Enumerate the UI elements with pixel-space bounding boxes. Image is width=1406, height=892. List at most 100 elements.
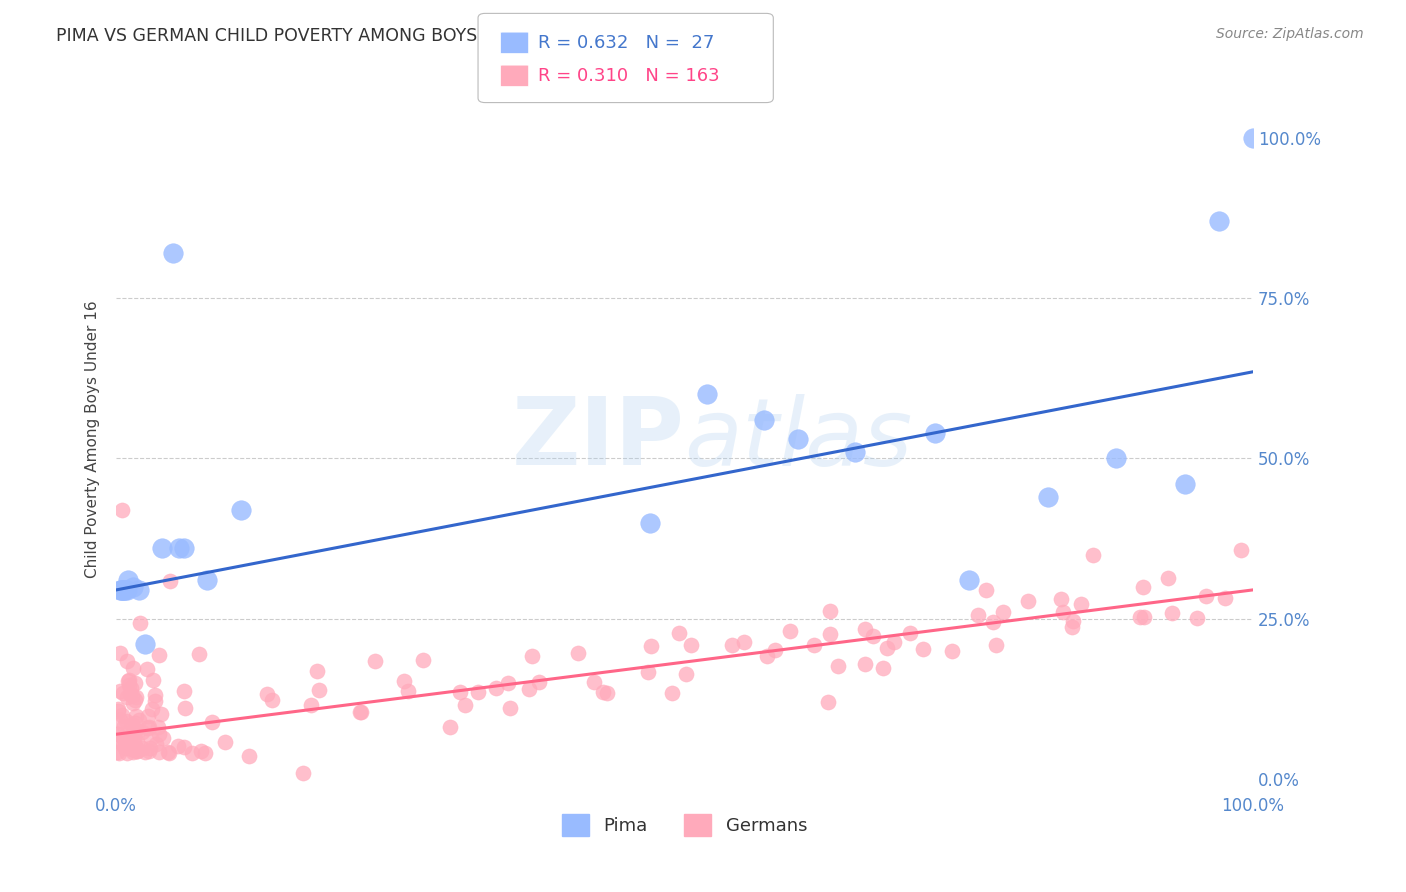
Germans [112, 686, 135, 700]
Pima [1241, 130, 1264, 145]
Text: R = 0.310   N = 163: R = 0.310 N = 163 [538, 67, 720, 85]
Germans [111, 502, 134, 516]
Germans [392, 673, 415, 688]
Germans [876, 641, 898, 656]
Germans [567, 646, 589, 660]
Germans [159, 574, 181, 588]
Germans [148, 648, 170, 662]
Germans [763, 643, 786, 657]
Germans [1129, 610, 1152, 624]
Germans [110, 714, 132, 728]
Germans [779, 624, 801, 638]
Germans [292, 765, 315, 780]
Germans [136, 721, 159, 735]
Germans [122, 739, 145, 754]
Pima [752, 413, 775, 427]
Germans [111, 738, 134, 752]
Germans [1213, 591, 1236, 606]
Pima [134, 637, 156, 651]
Germans [107, 702, 129, 716]
Germans [364, 654, 387, 668]
Germans [121, 740, 143, 755]
Germans [121, 688, 143, 702]
Germans [596, 686, 619, 700]
Germans [496, 676, 519, 690]
Germans [1017, 594, 1039, 608]
Germans [141, 701, 163, 715]
Germans [640, 639, 662, 653]
Germans [820, 604, 842, 618]
Germans [527, 675, 550, 690]
Germans [817, 695, 839, 709]
Germans [299, 698, 322, 713]
Pima [231, 502, 253, 516]
Germans [755, 649, 778, 664]
Germans [115, 727, 138, 741]
Germans [190, 744, 212, 758]
Germans [1161, 606, 1184, 620]
Germans [128, 714, 150, 728]
Germans [194, 746, 217, 760]
Germans [439, 720, 461, 734]
Germans [157, 746, 180, 760]
Germans [1132, 609, 1154, 624]
Germans [349, 705, 371, 719]
Germans [152, 731, 174, 745]
Pima [128, 582, 150, 597]
Germans [127, 723, 149, 738]
Germans [122, 741, 145, 756]
Germans [173, 684, 195, 698]
Pima [122, 580, 145, 594]
Germans [110, 683, 132, 698]
Germans [520, 649, 543, 664]
Germans [862, 629, 884, 643]
Germans [112, 719, 135, 733]
Germans [107, 727, 129, 741]
Germans [872, 660, 894, 674]
Germans [308, 682, 330, 697]
Germans [983, 615, 1005, 629]
Germans [256, 687, 278, 701]
Pima [957, 574, 980, 588]
Pima [1208, 214, 1230, 228]
Germans [350, 705, 373, 719]
Germans [853, 622, 876, 636]
Germans [467, 685, 489, 699]
Germans [134, 745, 156, 759]
Germans [139, 740, 162, 755]
Pima [110, 582, 132, 597]
Pima [112, 582, 135, 597]
Germans [115, 654, 138, 668]
Germans [121, 742, 143, 756]
Germans [145, 737, 167, 751]
Germans [1050, 591, 1073, 606]
Germans [260, 693, 283, 707]
Germans [1195, 589, 1218, 603]
Germans [114, 735, 136, 749]
Pima [1038, 490, 1060, 504]
Pima [1174, 477, 1197, 491]
Germans [142, 673, 165, 687]
Germans [136, 708, 159, 723]
Germans [499, 701, 522, 715]
Germans [120, 681, 142, 695]
Germans [127, 741, 149, 756]
Germans [114, 740, 136, 755]
Germans [1081, 549, 1104, 563]
Pima [924, 425, 946, 440]
Germans [122, 726, 145, 740]
Pima [787, 432, 810, 446]
Germans [883, 635, 905, 649]
Germans [485, 681, 508, 695]
Germans [107, 745, 129, 759]
Pima [150, 541, 173, 556]
Y-axis label: Child Poverty Among Boys Under 16: Child Poverty Among Boys Under 16 [86, 301, 100, 578]
Germans [733, 635, 755, 649]
Germans [398, 684, 420, 698]
Germans [118, 739, 141, 754]
Germans [200, 714, 222, 729]
Germans [661, 686, 683, 700]
Pima [195, 574, 218, 588]
Germans [110, 646, 132, 660]
Pima [640, 516, 662, 530]
